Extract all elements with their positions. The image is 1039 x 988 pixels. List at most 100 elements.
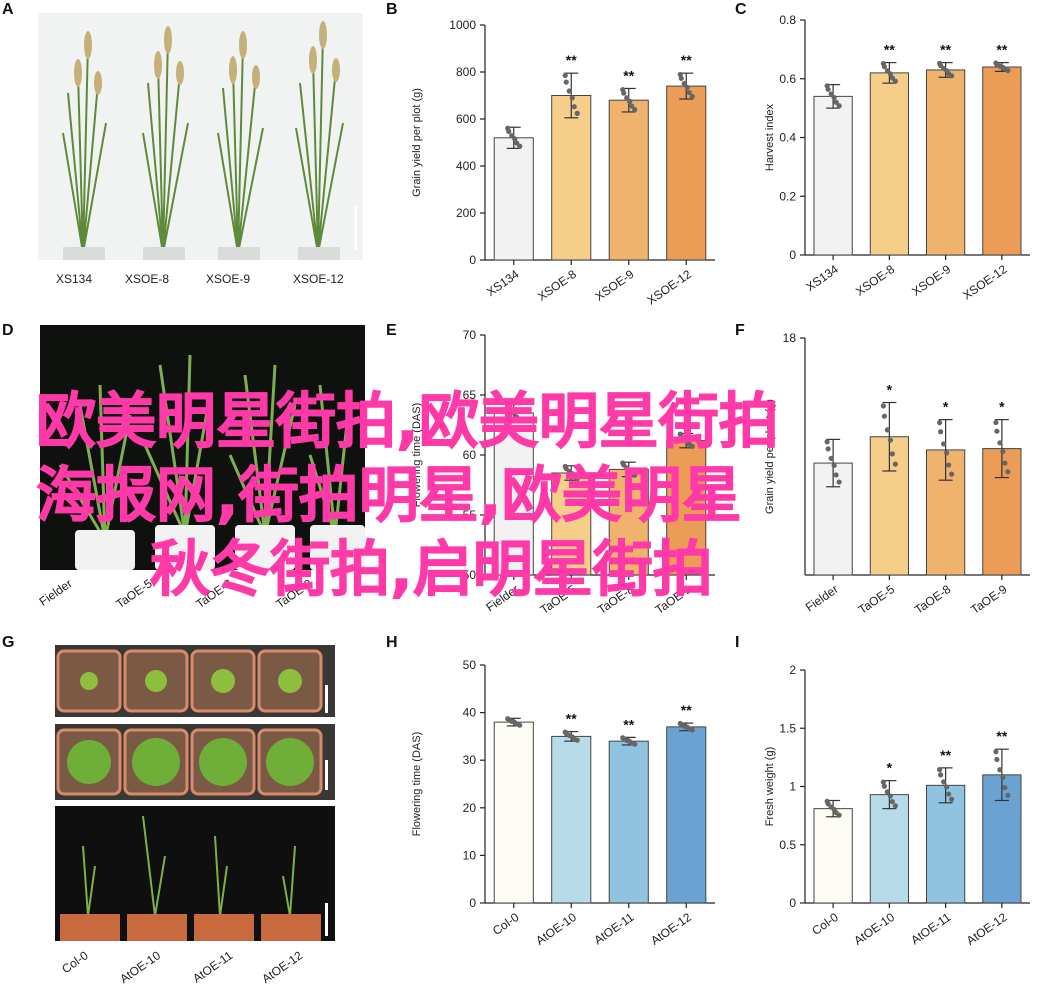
data-point [1005, 67, 1011, 74]
data-point [1000, 64, 1006, 71]
y-tick-label: 30 [463, 753, 477, 767]
data-point [569, 734, 575, 740]
scale-bar-g1 [325, 685, 328, 713]
y-tick-label: 1 [789, 780, 796, 794]
data-point [938, 772, 944, 778]
data-point [686, 89, 692, 96]
scale-bar-g3 [325, 903, 328, 936]
data-point [574, 737, 580, 743]
data-point [620, 460, 626, 466]
photo-wheat-plants [40, 325, 365, 570]
flowering-plants-illustration [55, 806, 335, 941]
data-point [1000, 448, 1006, 455]
rosettes-small-illustration [55, 645, 335, 717]
data-point [938, 429, 944, 435]
bar [608, 468, 649, 576]
data-point [880, 61, 886, 67]
data-point [836, 812, 842, 818]
data-point [517, 417, 523, 423]
data-point [997, 767, 1003, 773]
panel-letter-c: C [735, 1, 747, 18]
data-point [881, 413, 887, 419]
y-axis-label: Flowering time (DAS) [411, 403, 423, 508]
data-point [569, 471, 575, 477]
y-tick-label: 0 [789, 248, 796, 262]
x-tick-label: AtOE-10 [851, 910, 897, 948]
data-point [517, 143, 523, 149]
data-point [563, 79, 569, 85]
data-point [941, 779, 947, 785]
data-point [944, 68, 950, 74]
data-point [677, 431, 683, 437]
data-point [993, 60, 999, 66]
data-point [562, 729, 568, 735]
data-point [684, 84, 690, 90]
photo-rice-plants [38, 13, 363, 260]
data-point [884, 427, 890, 433]
data-point [627, 98, 633, 104]
bar [982, 66, 1022, 256]
bar [666, 85, 707, 261]
data-point [887, 437, 893, 443]
data-point [689, 93, 695, 100]
panel-letter-h: H [386, 634, 398, 651]
bar [869, 72, 909, 256]
data-point [884, 789, 890, 795]
data-point [949, 73, 955, 79]
significance-label: * [943, 399, 949, 415]
data-point [627, 467, 633, 473]
data-point [620, 87, 626, 93]
bar [551, 472, 592, 576]
y-tick-label: 20 [463, 801, 477, 815]
y-tick-label: 400 [456, 159, 476, 173]
y-tick-label: 800 [456, 65, 476, 79]
data-point [946, 462, 952, 468]
data-point [620, 735, 626, 741]
data-point [887, 71, 893, 77]
data-point [828, 455, 834, 461]
data-point [881, 783, 887, 789]
y-tick-label: 50 [463, 658, 477, 672]
data-point [949, 796, 955, 802]
significance-label: ** [623, 67, 634, 83]
y-tick-label: 0.2 [779, 189, 796, 203]
bar [608, 740, 649, 904]
data-point [1002, 460, 1008, 466]
data-point [836, 103, 842, 109]
data-point [889, 451, 895, 457]
data-point [632, 472, 638, 478]
y-tick-label: 1000 [449, 18, 476, 32]
significance-label: ** [566, 711, 577, 727]
data-point [944, 450, 950, 456]
data-point [571, 104, 577, 110]
y-tick-label: 60 [463, 448, 477, 462]
y-axis-label: Fresh weight (g) [764, 747, 776, 826]
significance-label: ** [623, 716, 634, 732]
y-axis-label: Grain yield per plant (g) [764, 399, 776, 514]
data-point [689, 727, 695, 733]
data-point [994, 756, 1000, 763]
photo-a-label-2: XSOE-8 [125, 272, 170, 286]
data-point [512, 411, 518, 417]
data-point [677, 71, 683, 78]
photo-arabidopsis-rosettes-1 [55, 645, 335, 717]
data-point [824, 798, 830, 804]
y-tick-label: 0 [469, 253, 476, 267]
bar [493, 721, 534, 904]
bar [551, 95, 592, 261]
data-point [831, 806, 837, 813]
data-point [505, 402, 511, 409]
significance-label: ** [996, 42, 1007, 58]
y-tick-label: 0.6 [779, 72, 796, 86]
significance-label: * [887, 760, 893, 776]
photo-a-label-4: XSOE-12 [293, 272, 344, 286]
significance-label: ** [996, 728, 1007, 744]
bar [869, 794, 909, 904]
significance-label: ** [566, 52, 577, 68]
data-point [505, 716, 511, 722]
data-point [627, 738, 633, 745]
data-point [569, 95, 575, 101]
data-point [831, 94, 837, 101]
